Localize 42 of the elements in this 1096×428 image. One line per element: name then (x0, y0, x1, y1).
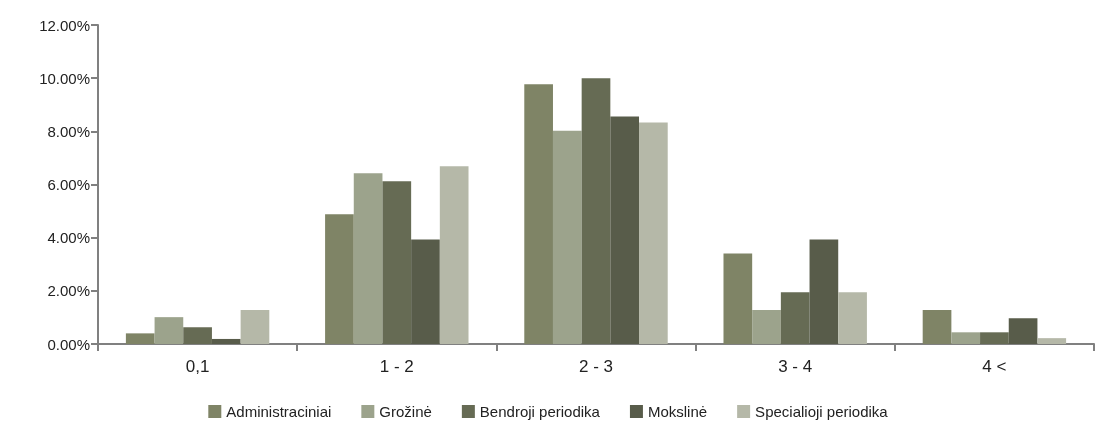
bar (752, 309, 781, 344)
y-tick-label: 6.00% (47, 176, 90, 193)
bar (1037, 338, 1067, 344)
bar (581, 78, 611, 344)
y-tick-label: 12.00% (39, 16, 90, 34)
x-tick-label: 0,1 (185, 357, 210, 376)
x-tick-label: 1 - 2 (379, 357, 414, 376)
bar (154, 317, 184, 344)
legend-label: Mokslinė (647, 403, 708, 420)
bar (552, 130, 582, 344)
legend-label: Administraciniai (226, 403, 332, 420)
y-tick-label: 8.00% (47, 122, 90, 140)
bar (1008, 318, 1038, 344)
legend-label: Specialioji periodika (755, 403, 889, 420)
bar (951, 332, 981, 344)
bar (723, 253, 753, 344)
bar (439, 166, 469, 344)
y-tick-label: 0.00% (47, 335, 90, 353)
x-tick-label: 3 - 4 (778, 357, 813, 376)
y-tick-label: 4.00% (47, 229, 90, 247)
y-tick-label: 2.00% (47, 282, 90, 300)
bar (524, 84, 553, 344)
legend-label: Grožinė (379, 403, 432, 420)
bar (639, 122, 668, 344)
bar (980, 332, 1009, 344)
bar (922, 309, 952, 344)
x-tick-label: 4 < (982, 357, 1007, 376)
bar (183, 327, 212, 344)
y-tick-label: 10.00% (39, 69, 90, 87)
bar (325, 214, 354, 344)
bar (411, 239, 440, 344)
bar (382, 181, 412, 344)
bar (125, 333, 155, 344)
bar (610, 116, 640, 344)
bar (809, 239, 839, 344)
bar (353, 173, 383, 344)
legend-label: Bendroji periodika (479, 403, 601, 420)
bar (240, 309, 270, 344)
bar (780, 292, 810, 344)
bar (211, 338, 241, 344)
bar (838, 292, 867, 344)
x-tick-label: 2 - 3 (578, 357, 614, 376)
